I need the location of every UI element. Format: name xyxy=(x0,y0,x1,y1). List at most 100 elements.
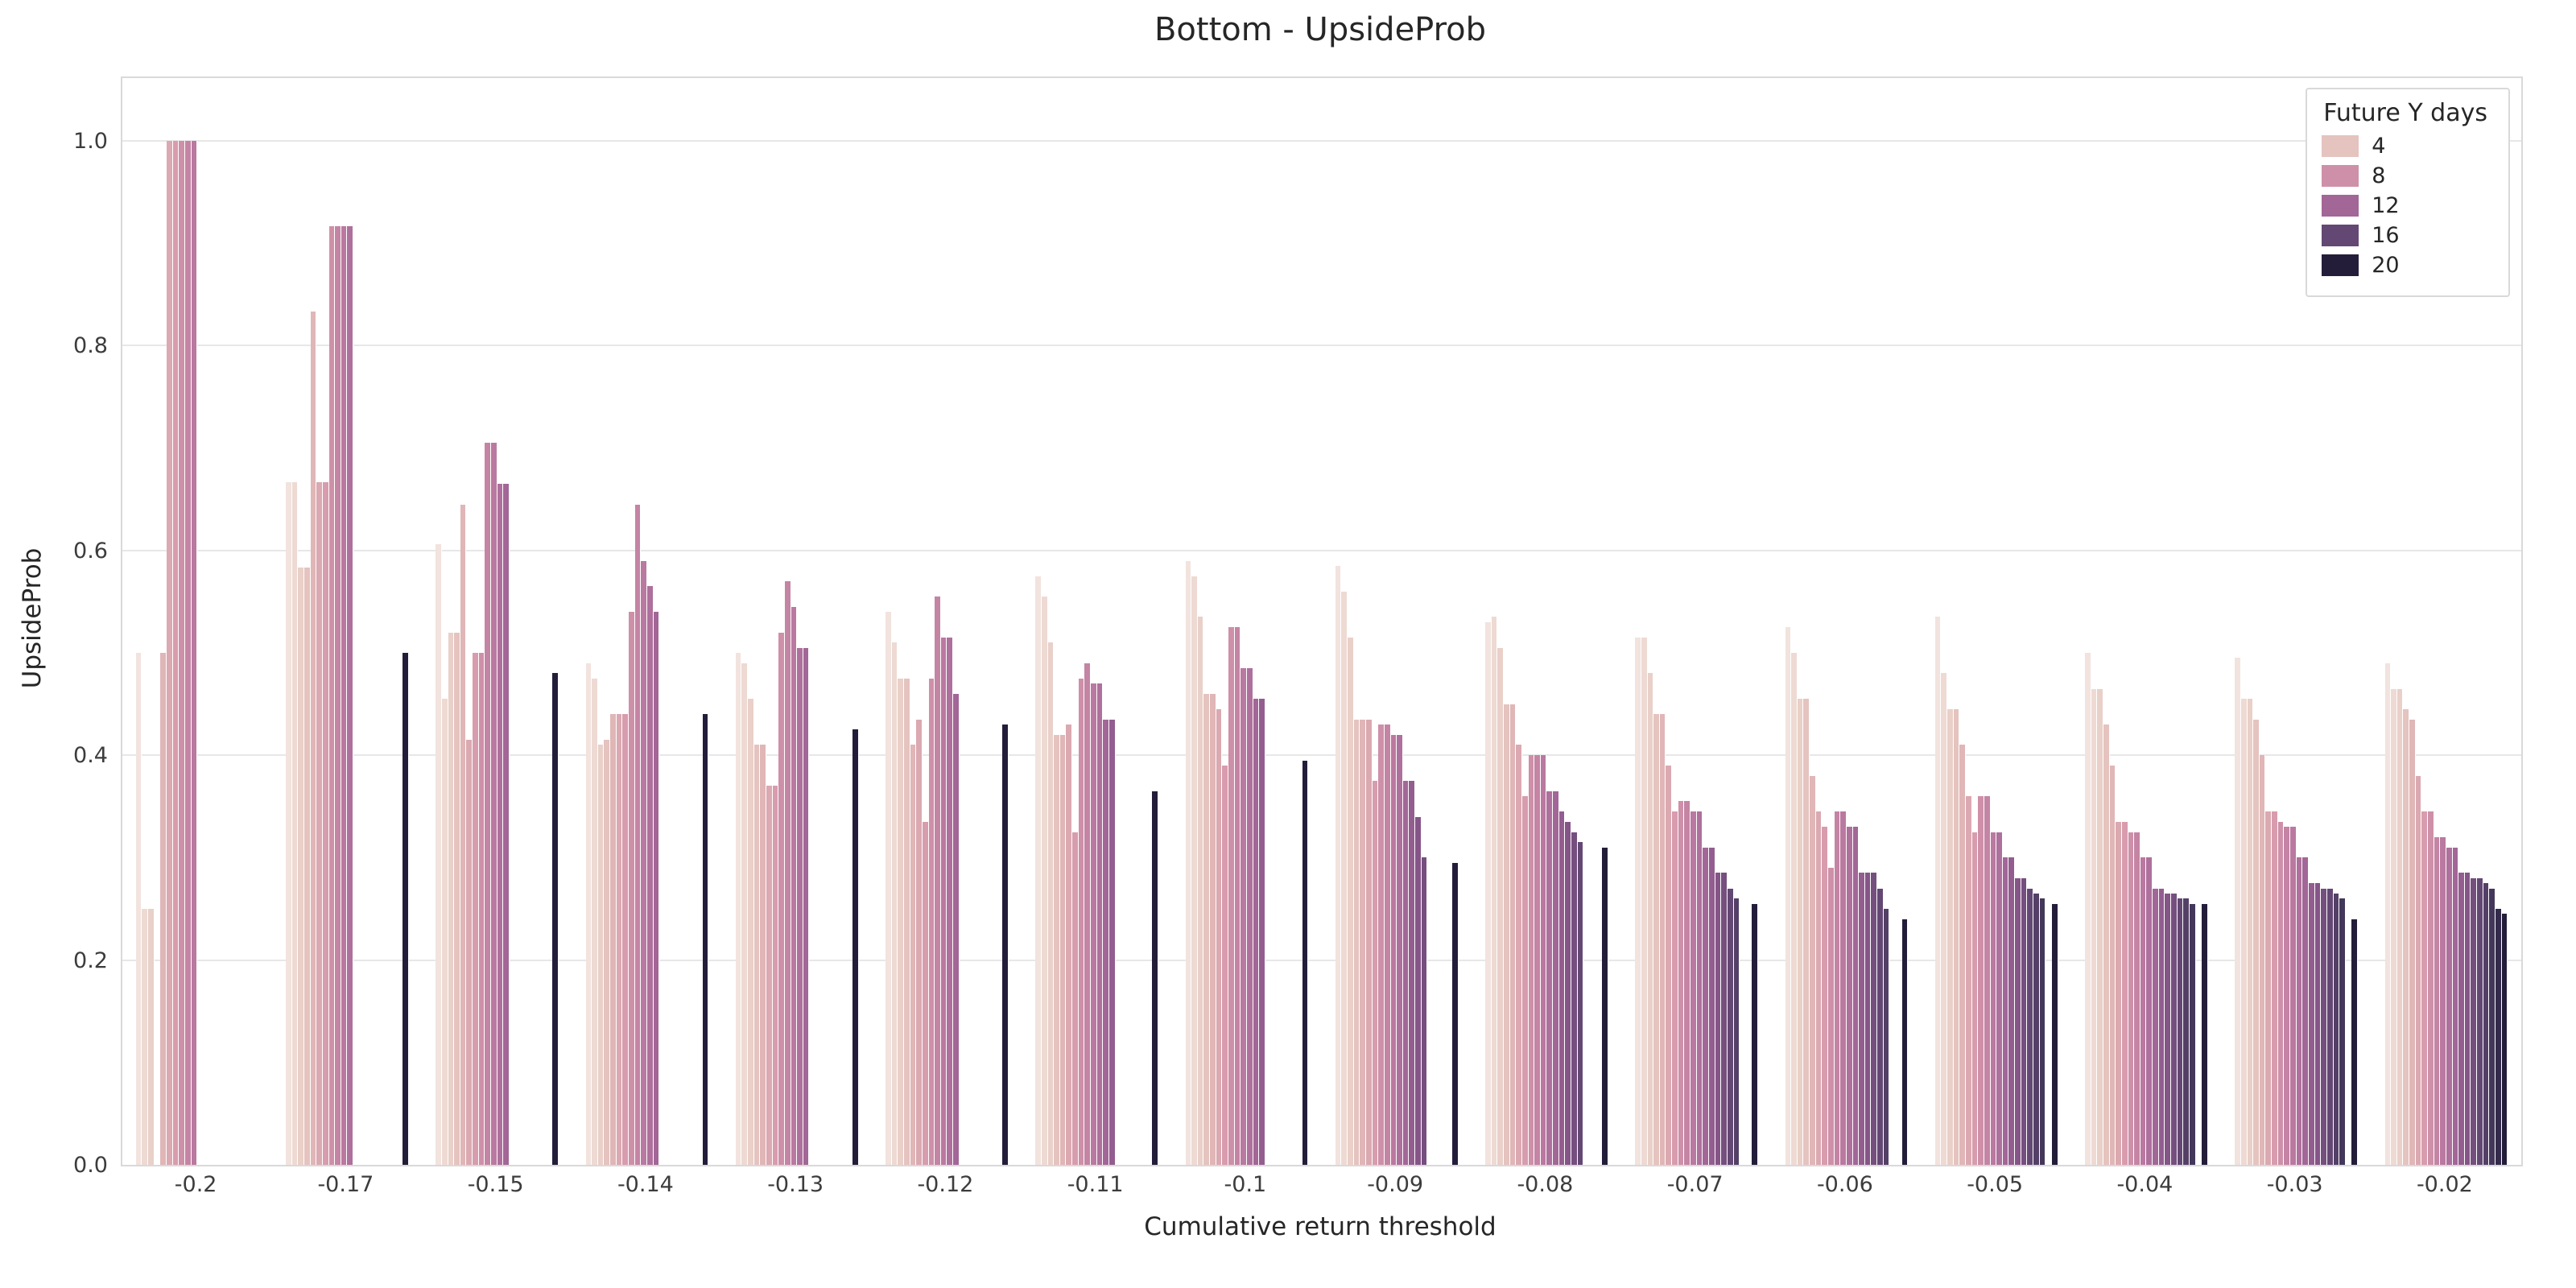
bar-day-3 xyxy=(898,678,904,1165)
legend-entry-16: 16 xyxy=(2322,223,2487,248)
bar-day-12 xyxy=(1402,781,1410,1165)
bar-day-7 xyxy=(2121,821,2128,1165)
bar-day-6 xyxy=(316,481,323,1165)
bar-day-3 xyxy=(1197,617,1204,1165)
bar-day-1 xyxy=(1934,617,1942,1165)
bar-day-10 xyxy=(491,443,497,1165)
bar-day-1 xyxy=(286,481,292,1165)
bar-day-10 xyxy=(1241,668,1247,1165)
bar-group--0.17 xyxy=(272,78,422,1165)
bar-day-6 xyxy=(1365,719,1373,1165)
bar-day-9 xyxy=(335,225,341,1165)
bar-group--0.05 xyxy=(1922,78,2071,1165)
bar-day-15 xyxy=(1721,873,1728,1165)
bar-day-10 xyxy=(191,141,198,1165)
bar-day-11 xyxy=(347,225,354,1165)
bar-day-2 xyxy=(1491,617,1498,1165)
bar-day-20 xyxy=(402,653,409,1165)
legend: Future Y days 4 8 12 16 20 xyxy=(2306,88,2510,297)
x-axis-ticks: -0.2 -0.17 -0.15 -0.14 -0.13 -0.12 -0.11 -0.1 -0… xyxy=(121,1172,2520,1204)
y-axis-label: UpsideProb xyxy=(18,547,47,689)
bar-day-12 xyxy=(1852,827,1860,1165)
bar-day-9 xyxy=(1684,801,1691,1165)
bar-day-8 xyxy=(478,653,485,1165)
bar-day-1 xyxy=(2235,658,2241,1165)
bar-day-11 xyxy=(497,484,504,1165)
bar-day-8 xyxy=(1378,724,1385,1165)
x-tick-label: -0.05 xyxy=(1967,1172,2024,1197)
legend-swatch-icon xyxy=(2322,225,2359,246)
legend-entry-label: 16 xyxy=(2372,223,2400,248)
bar-day-5 xyxy=(1659,714,1666,1165)
bar-day-7 xyxy=(1971,832,1979,1165)
bars-container xyxy=(1635,637,1759,1165)
bar-day-15 xyxy=(2321,888,2327,1165)
bar-day-20 xyxy=(1752,903,1759,1165)
bar-day-11 xyxy=(947,637,954,1165)
bar-day-7 xyxy=(1072,832,1079,1165)
bar-day-5 xyxy=(610,714,617,1165)
bar-group--0.06 xyxy=(1772,78,1922,1165)
bar-day-8 xyxy=(1828,868,1835,1165)
legend-entry-label: 12 xyxy=(2372,193,2400,218)
bar-day-10 xyxy=(2290,827,2297,1165)
bar-day-20 xyxy=(1901,919,1909,1165)
bar-day-13 xyxy=(1558,811,1566,1165)
bar-day-20 xyxy=(1152,791,1159,1165)
bar-day-4 xyxy=(2253,719,2260,1165)
bar-day-2 xyxy=(2391,688,2397,1165)
bar-day-12 xyxy=(1553,791,1559,1165)
y-tick-label: 0.6 xyxy=(73,538,108,564)
bar-day-3 xyxy=(1947,708,1954,1165)
bar-day-8 xyxy=(1978,796,1984,1165)
bars-container xyxy=(2384,663,2508,1165)
bar-day-18 xyxy=(2039,898,2046,1165)
bars-container xyxy=(735,580,859,1165)
bar-day-14 xyxy=(2015,877,2021,1165)
bar-day-20 xyxy=(2501,914,2508,1165)
bar-day-3 xyxy=(1497,647,1504,1165)
bar-day-16 xyxy=(1877,888,1884,1165)
bar-day-14 xyxy=(1565,821,1571,1165)
bars-container xyxy=(436,443,559,1165)
bar-day-7 xyxy=(1822,827,1828,1165)
legend-entry-label: 20 xyxy=(2372,253,2400,278)
bar-day-10 xyxy=(940,637,947,1165)
bar-day-13 xyxy=(2158,888,2165,1165)
bar-day-4 xyxy=(1353,719,1360,1165)
bar-day-12 xyxy=(1703,847,1709,1165)
bar-day-8 xyxy=(328,225,336,1165)
gridline-0.6 xyxy=(122,549,2521,551)
x-tick-label: -0.12 xyxy=(917,1172,974,1197)
bar-day-3 xyxy=(1647,673,1654,1165)
y-tick-label: 0.0 xyxy=(73,1153,108,1178)
x-tick-label: -0.13 xyxy=(767,1172,824,1197)
bar-day-8 xyxy=(2277,821,2285,1165)
bar-day-10 xyxy=(1840,811,1847,1165)
bar-day-11 xyxy=(1696,811,1703,1165)
bar-day-15 xyxy=(2471,877,2478,1165)
bar-day-16 xyxy=(2027,888,2034,1165)
bar-day-2 xyxy=(2240,699,2248,1165)
bar-day-17 xyxy=(1883,909,1890,1165)
bar-group--0.09 xyxy=(1322,78,1472,1165)
bar-day-20 xyxy=(1002,724,1009,1165)
gridline-1.0 xyxy=(122,140,2521,142)
bar-day-14 xyxy=(1415,816,1422,1165)
gridline-0.2 xyxy=(122,959,2521,961)
bar-day-2 xyxy=(1341,591,1348,1165)
bar-day-11 xyxy=(1397,734,1403,1165)
bar-day-8 xyxy=(2428,811,2434,1165)
bar-day-1 xyxy=(1485,621,1492,1165)
y-tick-label: 1.0 xyxy=(73,129,108,154)
bar-day-13 xyxy=(2458,873,2465,1165)
bar-day-12 xyxy=(1103,719,1109,1165)
bar-day-6 xyxy=(1216,708,1223,1165)
bar-day-6 xyxy=(2116,821,2122,1165)
bar-day-11 xyxy=(1546,791,1554,1165)
bar-day-8 xyxy=(1228,627,1235,1165)
bars-container xyxy=(1185,560,1309,1165)
bar-day-10 xyxy=(2440,836,2446,1165)
x-axis-label: Cumulative return threshold xyxy=(1144,1212,1496,1241)
bar-day-7 xyxy=(1372,781,1379,1165)
